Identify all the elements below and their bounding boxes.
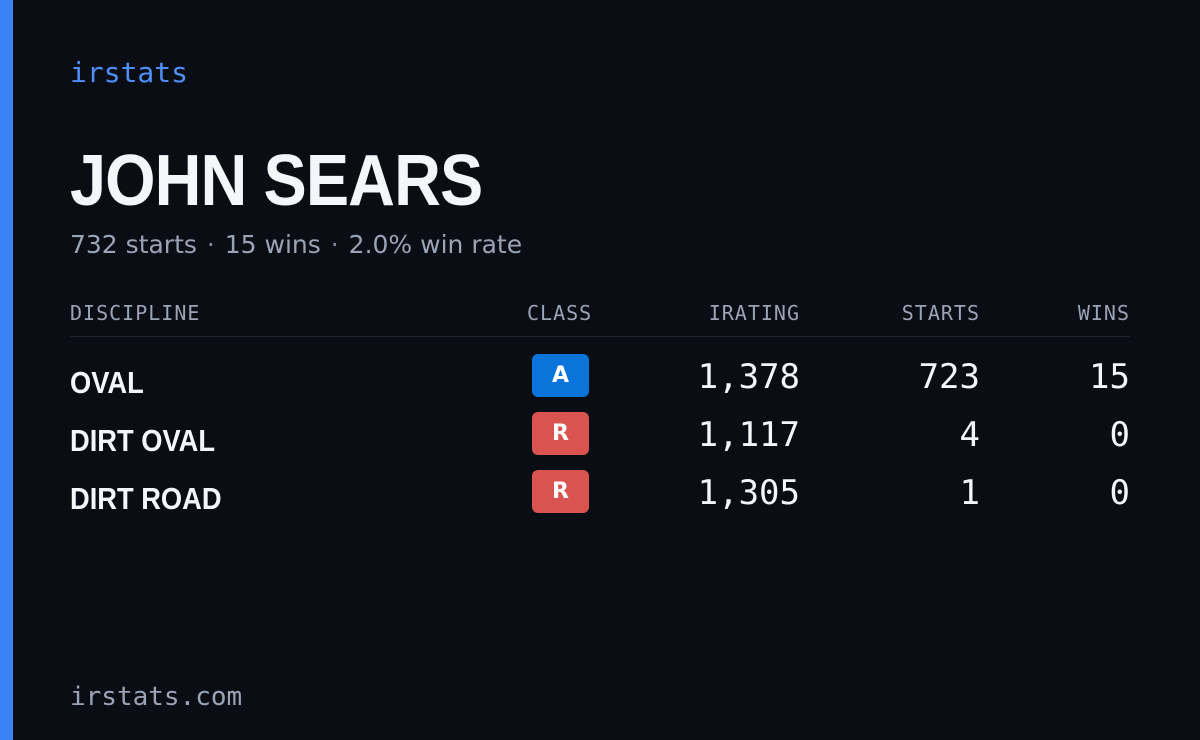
table-row: DIRT OVAL R 1,117 4 0 xyxy=(0,412,1200,462)
footer-site-link[interactable]: irstats.com xyxy=(70,682,243,712)
table-row: DIRT ROAD R 1,305 1 0 xyxy=(0,470,1200,520)
class-badge: R xyxy=(532,412,589,455)
class-badge: R xyxy=(532,470,589,513)
starts-value: 1 xyxy=(959,473,980,513)
table-row: OVAL A 1,378 723 15 xyxy=(0,354,1200,404)
column-header-discipline: DISCIPLINE xyxy=(70,301,201,325)
summary-separator: · xyxy=(206,230,215,259)
starts-value: 4 xyxy=(959,415,980,455)
wins-value: 0 xyxy=(1109,473,1130,513)
driver-summary: 732 starts · 15 wins · 2.0% win rate xyxy=(70,228,522,262)
column-header-wins: WINS xyxy=(1077,301,1130,325)
summary-separator: · xyxy=(330,230,339,259)
starts-value: 723 xyxy=(918,357,980,397)
discipline-label: DIRT OVAL xyxy=(70,423,215,458)
irating-value: 1,117 xyxy=(697,415,800,455)
class-badge: A xyxy=(532,354,589,397)
irating-value: 1,378 xyxy=(697,357,800,397)
accent-bar xyxy=(0,0,13,740)
column-header-irating: IRATING xyxy=(708,301,800,325)
summary-starts: 732 starts xyxy=(70,230,197,259)
wins-value: 15 xyxy=(1089,357,1130,397)
wins-value: 0 xyxy=(1109,415,1130,455)
brand-logo-text: irstats xyxy=(70,56,189,89)
discipline-label: OVAL xyxy=(70,365,144,400)
summary-win-rate: 2.0% win rate xyxy=(348,230,523,259)
header-divider xyxy=(70,336,1130,337)
driver-name: JOHN SEARS xyxy=(70,141,483,221)
discipline-label: DIRT ROAD xyxy=(70,481,222,516)
column-header-starts: STARTS xyxy=(901,301,980,325)
irating-value: 1,305 xyxy=(697,473,800,513)
column-header-class: CLASS xyxy=(527,301,593,325)
summary-wins: 15 wins xyxy=(224,230,321,259)
